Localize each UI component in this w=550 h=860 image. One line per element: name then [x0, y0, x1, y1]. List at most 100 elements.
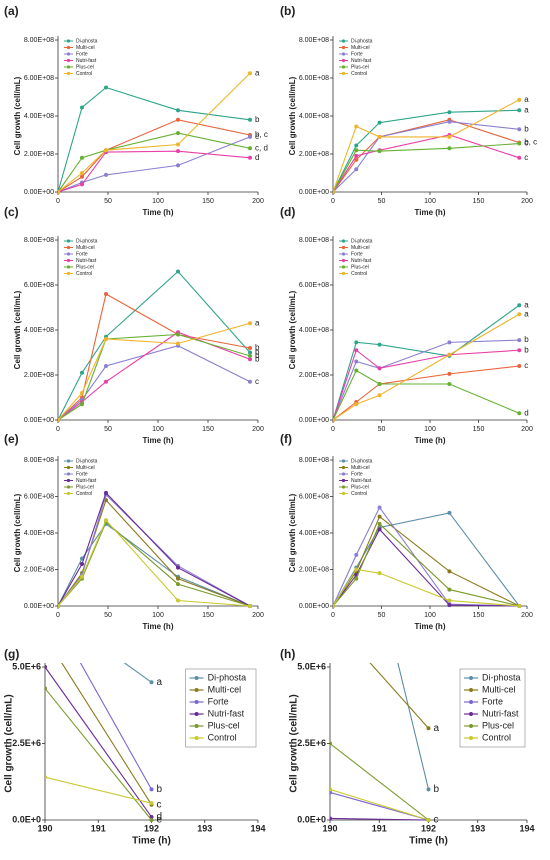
legend-label: Nutri-fast	[76, 478, 97, 484]
data-point	[354, 348, 359, 353]
data-point	[104, 518, 108, 523]
legend-label: Di-phosta	[76, 38, 98, 44]
legend-label: Plus-cel	[351, 264, 369, 270]
series-line	[333, 109, 520, 193]
data-point	[43, 634, 47, 638]
plot-area	[333, 97, 522, 194]
legend-label: Di-phosta	[76, 458, 98, 464]
y-tick-label: 8.00E+08	[299, 37, 329, 44]
series-line	[330, 817, 429, 821]
x-tick-label: 0	[331, 198, 335, 205]
data-point	[176, 131, 180, 136]
data-point	[447, 382, 452, 386]
data-point	[447, 371, 452, 376]
data-point	[447, 587, 452, 592]
x-tick-label: 100	[152, 198, 164, 205]
y-tick-label: 0.00E+00	[24, 603, 54, 610]
significance-label: d	[255, 153, 259, 162]
data-point	[176, 565, 180, 570]
legend-marker	[66, 71, 71, 76]
x-tick-label: 200	[521, 612, 533, 619]
plot-area	[333, 303, 522, 422]
data-point	[248, 146, 252, 151]
data-point	[58, 418, 60, 422]
legend-marker	[341, 459, 346, 463]
data-point	[45, 665, 47, 669]
data-point	[333, 604, 335, 608]
legend-label: Nutri-fast	[76, 58, 97, 64]
significance-label: b	[157, 784, 163, 795]
legend-marker	[341, 45, 346, 50]
legend-label: Forte	[208, 696, 229, 706]
series-line	[58, 132, 251, 193]
legend-label: Di-phosta	[351, 238, 373, 244]
data-point	[248, 134, 252, 139]
y-tick-label: 0.00E+00	[299, 189, 329, 196]
legend-label: Multi-cel	[351, 45, 370, 51]
legend-label: Forte	[76, 471, 88, 477]
legend-marker	[341, 265, 346, 269]
data-point	[447, 569, 452, 574]
series-line	[330, 743, 429, 821]
legend-marker	[341, 485, 346, 489]
x-tick-label: 194	[519, 823, 534, 833]
x-tick-label: 192	[144, 823, 159, 833]
legend-marker	[66, 245, 71, 250]
series-line	[58, 72, 251, 193]
y-tick-label: 6.00E+08	[299, 282, 329, 289]
significance-label: b	[255, 348, 260, 357]
series-line	[58, 322, 251, 421]
x-tick-label: 100	[152, 426, 164, 433]
x-tick-label: 0	[56, 612, 60, 619]
data-point	[333, 418, 335, 422]
y-tick-label: 8.00E+08	[299, 457, 329, 464]
data-point	[377, 134, 382, 139]
data-point	[104, 337, 108, 341]
x-axis-label: Time (h)	[143, 622, 174, 631]
legend-box	[459, 668, 526, 748]
legend-label: Control	[76, 271, 92, 277]
legend-marker	[194, 688, 199, 692]
series-line	[333, 515, 520, 607]
y-tick-label: 8.00E+08	[24, 457, 54, 464]
legend-marker	[194, 712, 199, 716]
data-point	[517, 303, 522, 308]
data-point	[330, 741, 332, 746]
data-point	[517, 338, 522, 343]
legend-marker	[341, 52, 346, 56]
data-point	[80, 370, 84, 375]
significance-label: b	[255, 343, 260, 352]
legend-marker	[66, 65, 71, 69]
y-axis-label: Cell growth (cell/mL)	[288, 290, 297, 369]
legend-marker	[66, 239, 71, 243]
legend-marker	[469, 676, 474, 680]
x-tick-label: 192	[421, 823, 436, 833]
legend-marker	[341, 39, 346, 43]
significance-label: c	[524, 361, 528, 370]
x-tick-label: 200	[252, 426, 264, 433]
x-tick-label: 191	[91, 823, 106, 833]
data-point	[80, 562, 84, 567]
data-point	[248, 353, 252, 358]
plot-area	[333, 505, 522, 608]
legend-marker	[66, 485, 71, 489]
x-axis-label: Time (h)	[409, 836, 448, 847]
y-axis-label: Cell growth (cell/mL)	[13, 76, 22, 155]
data-point	[354, 143, 359, 148]
data-point	[426, 818, 431, 822]
data-point	[447, 134, 452, 139]
legend-marker	[469, 712, 474, 716]
legend-label: Multi-cel	[351, 245, 370, 251]
series-line	[45, 776, 152, 804]
x-tick-label: 100	[424, 426, 436, 433]
data-point	[176, 598, 180, 603]
data-point	[45, 775, 47, 780]
y-tick-label: 2.00E+08	[299, 566, 329, 573]
data-point	[149, 818, 154, 822]
series-line	[45, 688, 152, 821]
x-axis-label: Time (h)	[132, 836, 171, 847]
data-point	[354, 402, 359, 407]
data-point	[517, 97, 522, 102]
panel-label: (e)	[4, 432, 19, 446]
data-point	[377, 366, 382, 371]
